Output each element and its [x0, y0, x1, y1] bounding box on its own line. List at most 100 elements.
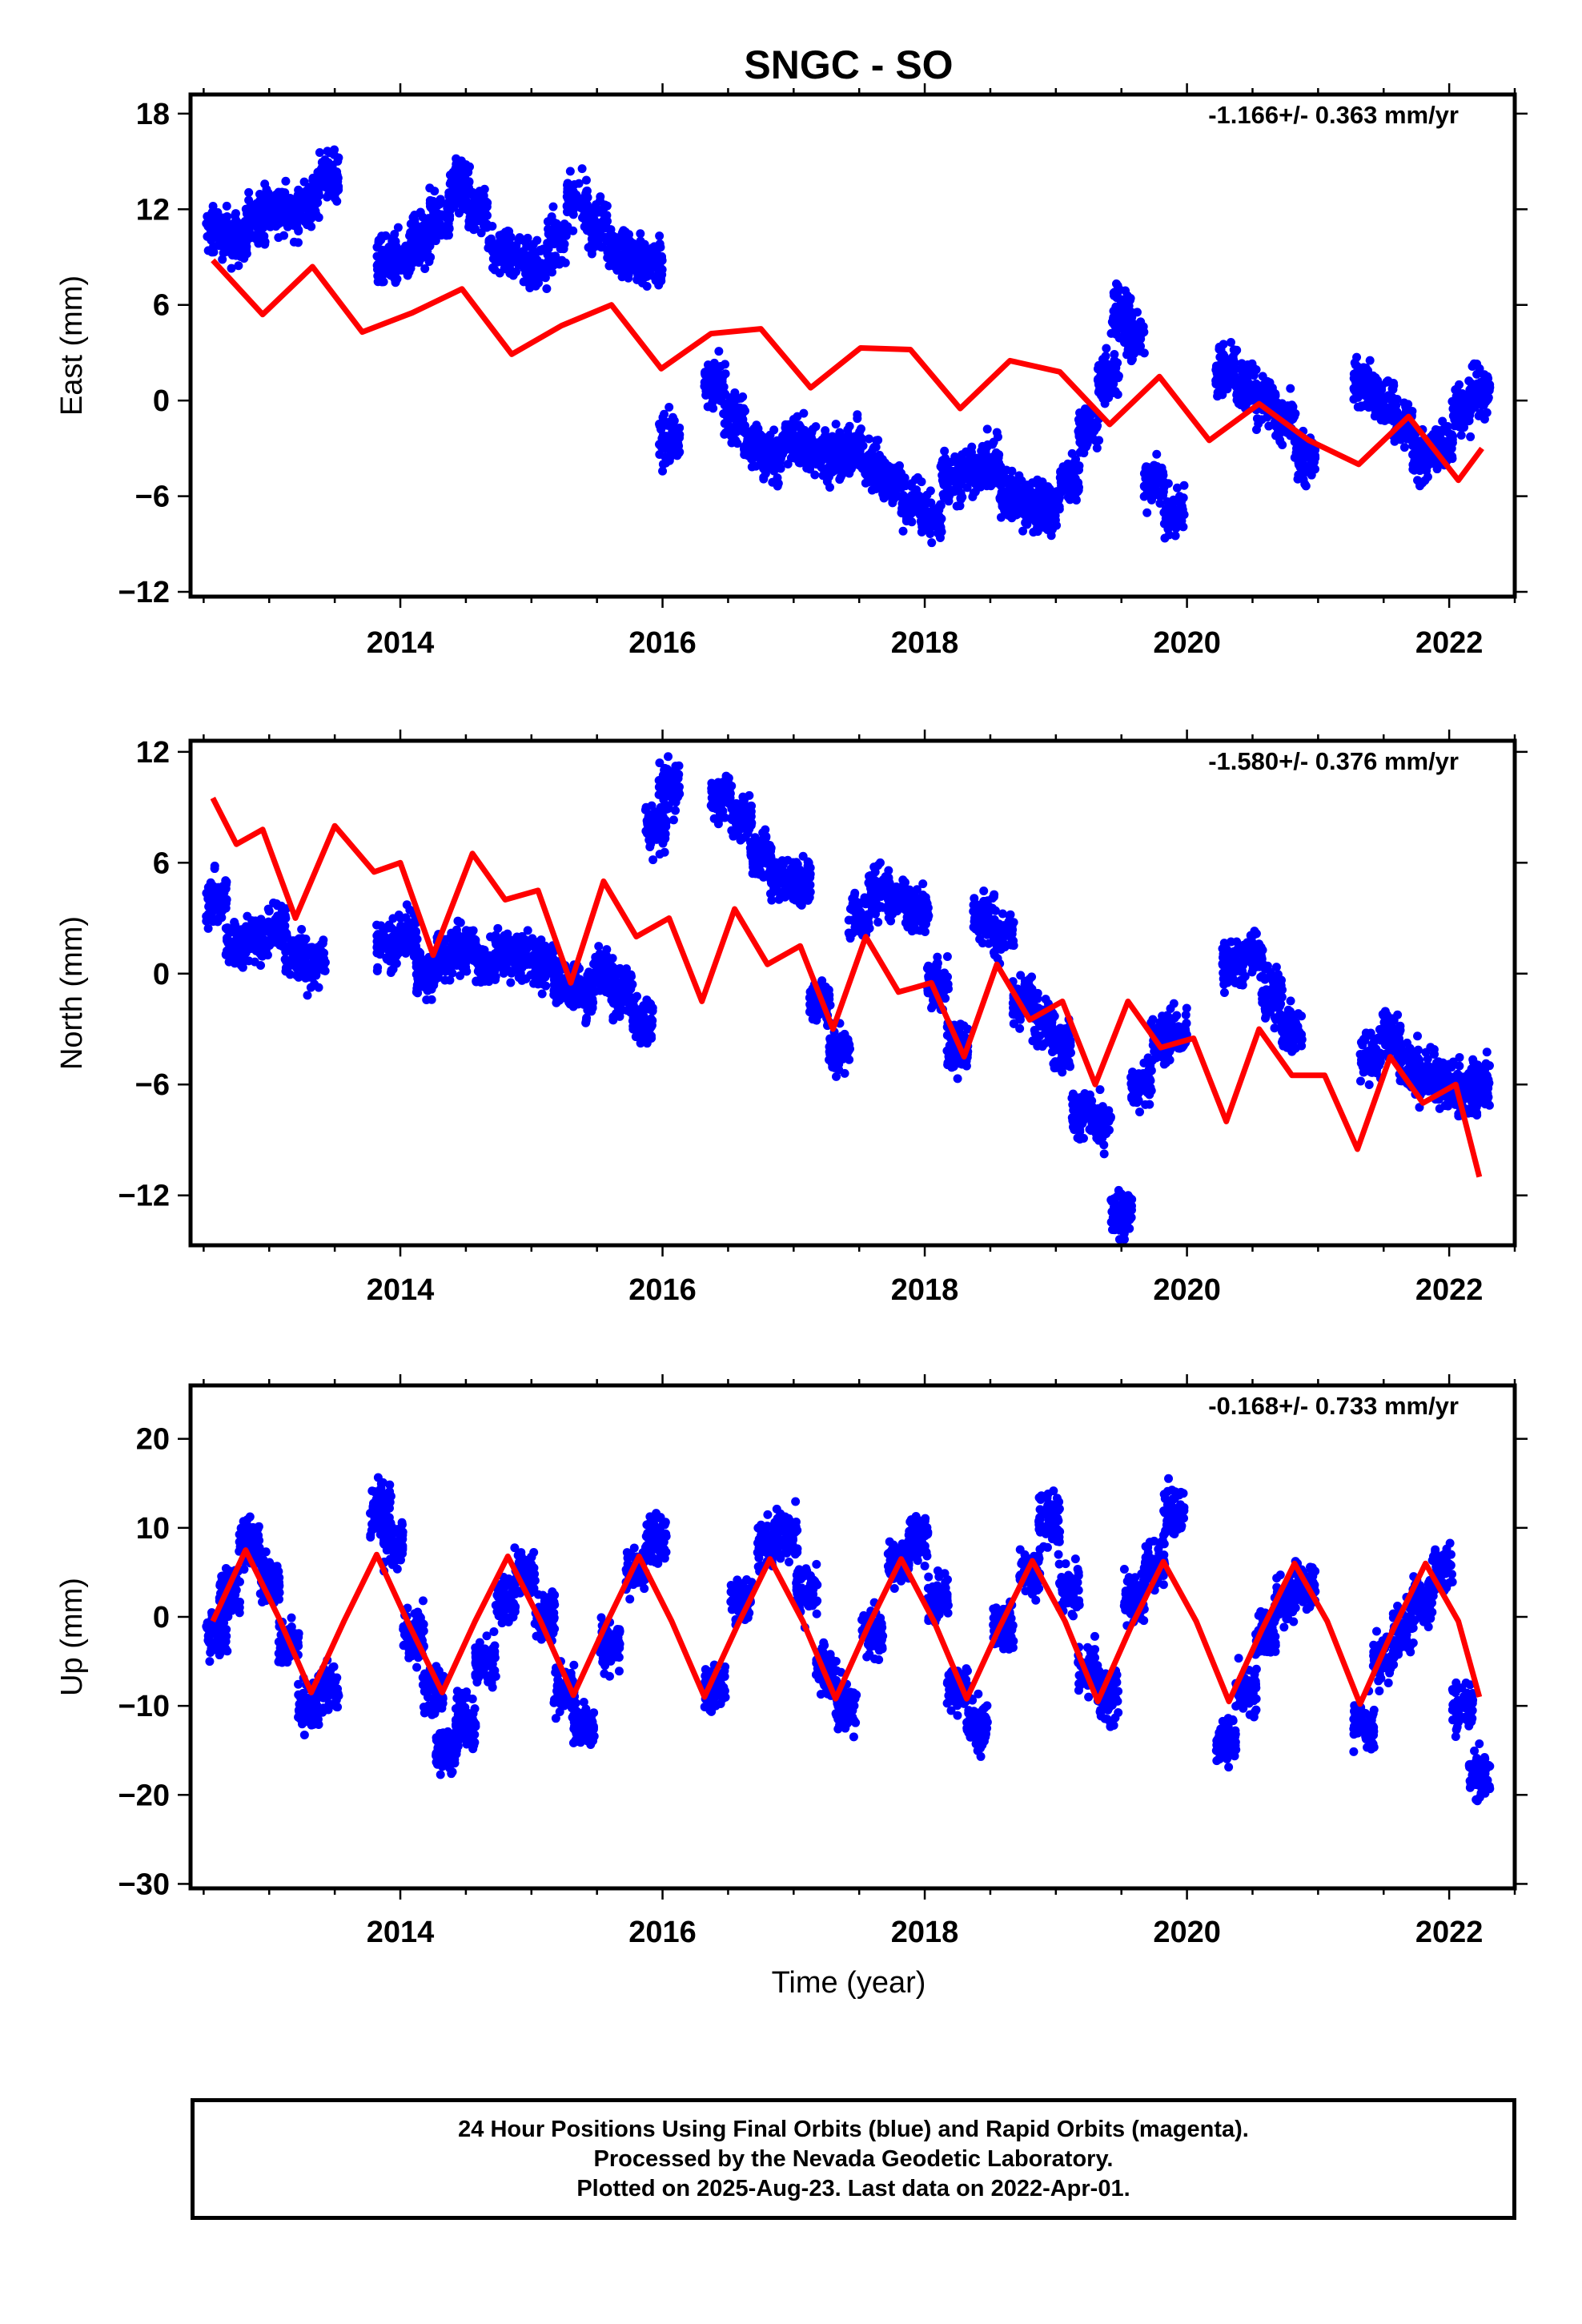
data-point: [1075, 408, 1085, 418]
data-point: [297, 211, 307, 221]
data-point: [1142, 474, 1151, 484]
data-point: [249, 231, 259, 240]
data-point: [280, 955, 290, 964]
data-point: [581, 175, 591, 185]
data-point: [1311, 453, 1320, 463]
data-point: [452, 154, 461, 163]
data-point: [654, 280, 664, 290]
data-point: [244, 187, 254, 197]
data-point: [937, 514, 946, 524]
data-point: [391, 259, 401, 268]
x-tick-label: 2020: [1153, 626, 1221, 660]
data-point: [1152, 449, 1162, 459]
data-point: [326, 185, 335, 195]
y-axis-label: North (mm): [55, 916, 89, 1070]
data-point: [229, 231, 239, 240]
data-point: [1155, 468, 1165, 478]
data-point: [457, 195, 467, 205]
data-point: [642, 271, 652, 281]
data-point: [1094, 436, 1104, 445]
data-point: [785, 424, 794, 433]
data-point: [936, 462, 946, 472]
data-point: [1414, 448, 1423, 457]
data-point: [655, 239, 665, 249]
data-point: [720, 399, 729, 408]
data-point: [505, 239, 515, 249]
plot-frame: [188, 92, 1517, 599]
data-point: [1456, 430, 1466, 440]
data-point: [788, 437, 797, 447]
data-point: [301, 944, 311, 954]
data-point: [557, 243, 567, 252]
data-point: [860, 455, 869, 464]
data-point: [251, 946, 261, 955]
data-point: [999, 500, 1009, 509]
data-point: [215, 235, 225, 245]
data-point: [276, 217, 286, 227]
data-point: [534, 266, 544, 275]
data-point: [506, 232, 516, 242]
data-point: [1017, 476, 1026, 485]
data-point: [922, 490, 932, 500]
data-point: [522, 242, 532, 251]
data-point: [1045, 485, 1054, 494]
data-point: [701, 386, 711, 396]
data-point: [978, 457, 987, 467]
data-point: [1067, 448, 1077, 458]
data-point: [1018, 526, 1028, 536]
data-point: [843, 429, 853, 439]
data-point: [907, 481, 917, 491]
data-point: [1403, 400, 1413, 409]
data-point: [762, 436, 772, 445]
data-point: [408, 227, 418, 236]
data-point: [1106, 384, 1115, 394]
data-point: [1257, 383, 1267, 392]
data-point: [979, 479, 989, 489]
y-tick-label: 6: [153, 289, 170, 323]
data-point: [1271, 391, 1280, 400]
data-point: [372, 943, 382, 952]
data-point: [579, 198, 588, 207]
data-point: [222, 226, 231, 235]
data-point: [1247, 359, 1257, 368]
data-point: [304, 216, 314, 226]
data-point: [714, 347, 724, 356]
data-point: [1290, 452, 1299, 462]
data-point: [310, 209, 319, 219]
data-point: [829, 463, 839, 472]
x-tick-label: 2018: [891, 626, 959, 660]
data-point: [255, 231, 265, 241]
data-point: [1092, 443, 1102, 452]
data-point: [577, 164, 587, 174]
data-point: [1447, 452, 1457, 461]
data-point: [1351, 360, 1360, 370]
data-point: [274, 187, 283, 197]
data-point: [297, 924, 307, 934]
x-tick-label: 2014: [367, 626, 435, 660]
data-point: [523, 233, 532, 243]
data-point: [1038, 477, 1047, 487]
data-point: [665, 402, 674, 412]
x-tick-label: 2022: [1415, 1273, 1484, 1307]
data-point: [427, 219, 436, 229]
data-point: [394, 911, 404, 920]
data-point: [858, 441, 868, 451]
data-point: [323, 192, 332, 202]
data-point: [811, 422, 821, 432]
data-point: [281, 176, 291, 186]
data-point: [1177, 501, 1186, 511]
data-point: [1419, 459, 1429, 468]
data-point: [610, 243, 620, 252]
data-point: [419, 221, 428, 231]
data-point: [274, 233, 283, 243]
data-point: [372, 966, 382, 975]
data-point: [392, 274, 402, 283]
data-point: [1390, 436, 1399, 446]
data-point: [243, 911, 252, 921]
data-point: [211, 227, 220, 237]
data-point: [410, 215, 420, 225]
data-point: [250, 957, 259, 967]
data-point: [1122, 327, 1131, 336]
data-point: [293, 238, 303, 247]
